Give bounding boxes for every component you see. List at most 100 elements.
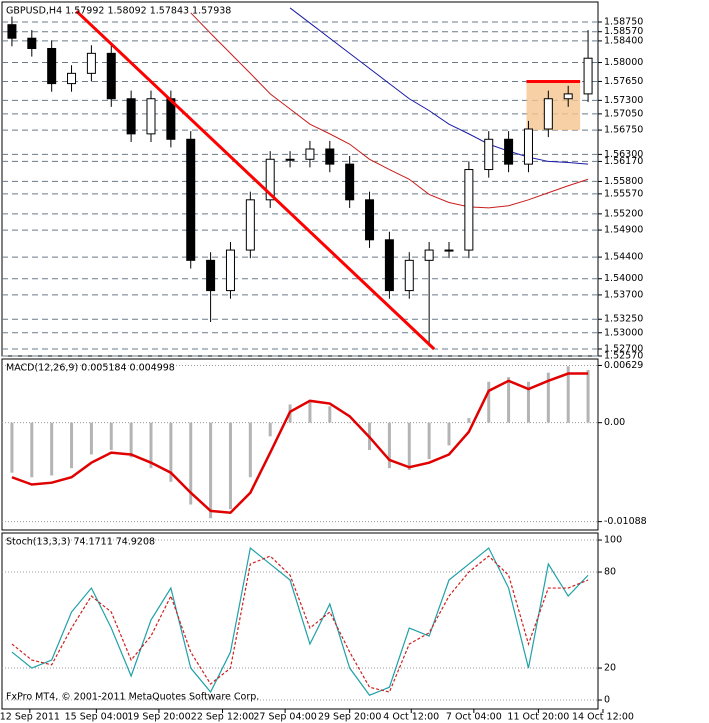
x-tick-label: 15 Sep 04:00 <box>65 712 128 723</box>
histogram-bar <box>129 422 133 458</box>
candle-body <box>543 98 553 130</box>
histogram-bar <box>169 422 173 482</box>
x-tick-label: 19 Sep 20:00 <box>127 712 190 723</box>
histogram-bar <box>427 422 431 460</box>
x-tick-label: 29 Sep 20:00 <box>318 712 381 723</box>
y-tick-label: 80 <box>604 567 616 578</box>
x-tick-label: 14 Oct 12:00 <box>572 712 634 723</box>
candle-body <box>86 52 96 74</box>
zone-box <box>526 81 581 131</box>
candle-body <box>106 52 116 100</box>
y-tick-label: 1.56300 <box>604 149 643 160</box>
panel-frame <box>1 358 599 531</box>
series-line <box>11 372 589 515</box>
histogram-bar <box>487 381 491 423</box>
x-tick-label: 11 Oct 20:00 <box>507 712 569 723</box>
x-tick-label: 22 Sep 12:00 <box>191 712 254 723</box>
candle-body <box>225 249 235 292</box>
histogram-bar <box>30 422 34 478</box>
x-tick-label: 27 Sep 04:00 <box>253 712 316 723</box>
histogram-bar <box>328 406 332 423</box>
histogram-bar <box>50 422 54 476</box>
y-tick-label: 0.00629 <box>604 360 643 371</box>
panel-title: MACD(12,26,9) 0.005184 0.004998 <box>6 363 175 374</box>
histogram-bar <box>467 418 471 423</box>
histogram-bar <box>268 422 272 437</box>
histogram-bar <box>10 422 14 473</box>
series-line <box>11 555 589 693</box>
y-tick-label: 100 <box>604 535 622 546</box>
y-tick-label: 1.57650 <box>604 76 643 87</box>
candle-body <box>206 259 216 292</box>
y-tick-label: 1.58750 <box>604 16 643 27</box>
histogram-bar <box>308 399 312 423</box>
x-tick-label: 7 Oct 04:00 <box>446 712 502 723</box>
candle-body <box>7 24 17 39</box>
histogram-bar <box>348 422 352 424</box>
candle-body <box>424 249 434 261</box>
histogram-bar <box>526 381 530 423</box>
y-tick-label: 1.53000 <box>604 327 643 338</box>
candle-body <box>285 158 295 161</box>
series-line <box>289 7 589 165</box>
y-tick-label: 1.57050 <box>604 108 643 119</box>
y-tick-label: 1.58000 <box>604 57 643 68</box>
candle-body <box>126 98 136 135</box>
candle-body <box>305 148 315 160</box>
candle-body <box>384 239 394 292</box>
y-tick-label: 1.53700 <box>604 289 643 300</box>
candle-body <box>523 128 533 165</box>
candle-body <box>583 57 593 95</box>
candle-body <box>484 138 494 171</box>
candle-body <box>146 98 156 135</box>
y-tick-label: -0.01088 <box>604 516 647 527</box>
candle-body <box>67 72 77 85</box>
candle-body <box>464 169 474 251</box>
y-tick-label: 1.58570 <box>604 26 643 37</box>
histogram-bar <box>228 422 232 510</box>
y-tick-label: 20 <box>604 663 616 674</box>
histogram-bar <box>507 377 511 423</box>
candle-body <box>245 199 255 251</box>
y-tick-label: 1.54400 <box>604 252 643 263</box>
trend-line <box>75 10 436 351</box>
panel-frame <box>1 532 599 710</box>
histogram-bar <box>566 366 570 423</box>
x-tick-label: 4 Oct 12:00 <box>383 712 439 723</box>
histogram-bar <box>447 422 451 446</box>
y-tick-label: 1.56170 <box>604 156 643 167</box>
histogram-bar <box>189 422 193 505</box>
panel-title: Stoch(13,3,3) 74.1711 74.9208 <box>6 537 155 548</box>
y-tick-label: 0.00 <box>604 417 625 428</box>
histogram-bar <box>546 372 550 423</box>
histogram-bar <box>586 369 590 423</box>
footer: FxPro MT4, © 2001-2011 MetaQuotes Softwa… <box>6 692 259 703</box>
candle-body <box>345 163 355 201</box>
histogram-bar <box>387 422 391 469</box>
histogram-bar <box>89 422 93 455</box>
candle-body <box>47 47 57 85</box>
candle-body <box>404 259 414 292</box>
series-line <box>190 12 589 209</box>
y-tick-label: 1.55200 <box>604 208 643 219</box>
y-tick-label: 1.54000 <box>604 273 643 284</box>
candle-body <box>504 138 514 165</box>
candle-body <box>186 138 196 261</box>
y-tick-label: 1.53250 <box>604 314 643 325</box>
histogram-bar <box>70 422 74 469</box>
y-tick-label: 1.55800 <box>604 176 643 187</box>
y-tick-label: 0 <box>604 695 610 706</box>
y-tick-label: 1.54900 <box>604 225 643 236</box>
candle-body <box>563 93 573 100</box>
candle-body <box>265 158 275 201</box>
x-tick-label: 12 Sep 2011 <box>0 712 60 723</box>
y-tick-label: 1.56750 <box>604 125 643 136</box>
y-tick-label: 1.58400 <box>604 35 643 46</box>
y-tick-label: 1.55570 <box>604 188 643 199</box>
candle-body <box>325 148 335 165</box>
panel-frame <box>1 1 599 357</box>
histogram-bar <box>149 422 153 469</box>
